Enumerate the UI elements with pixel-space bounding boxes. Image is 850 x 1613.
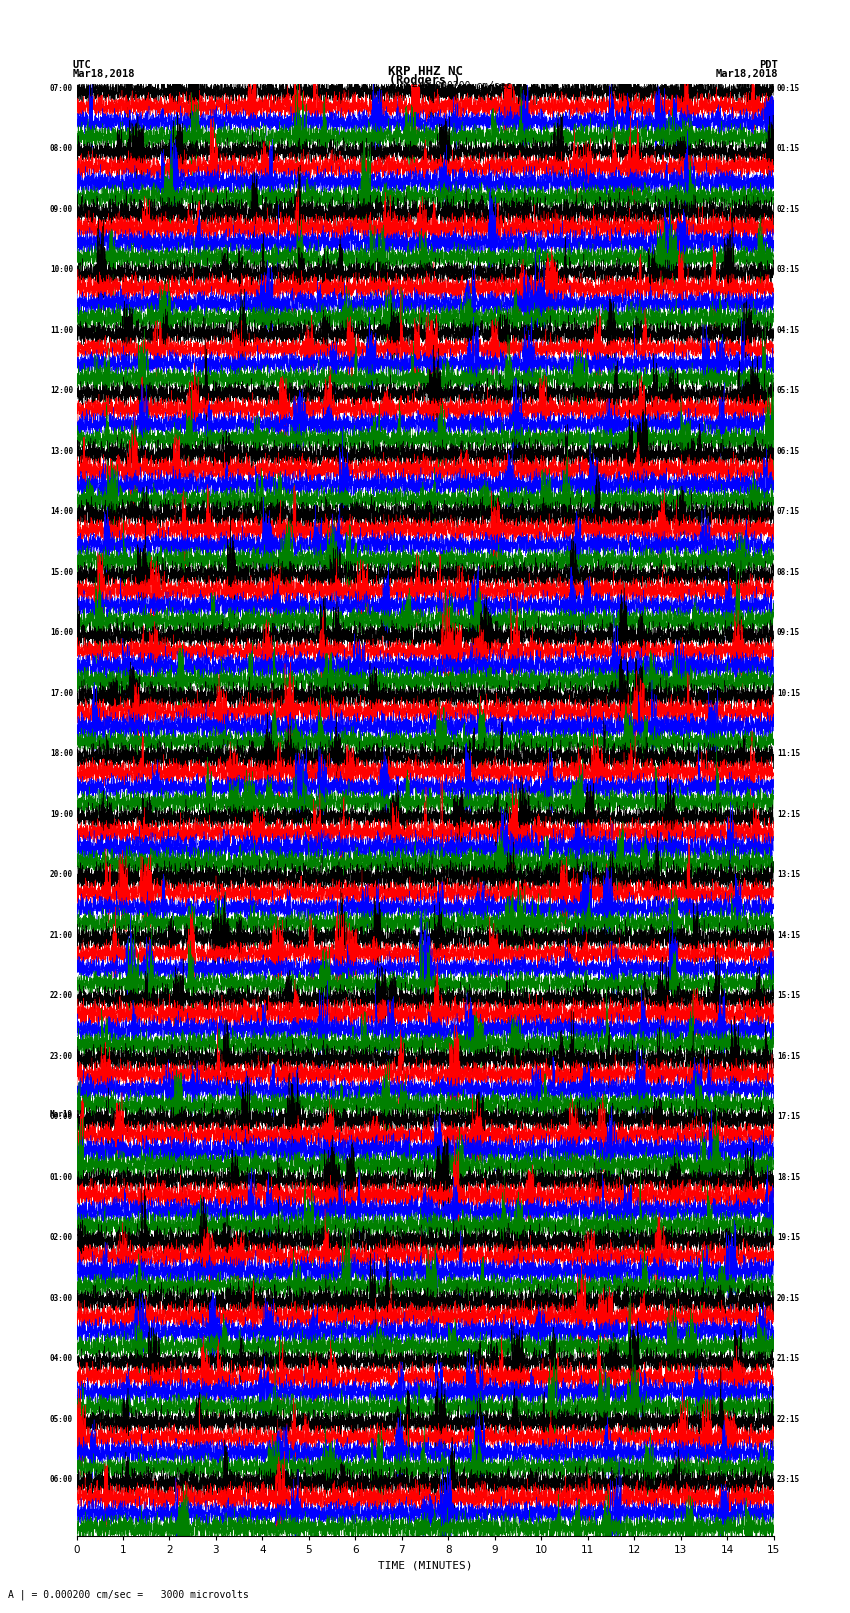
Text: 00:15: 00:15	[777, 84, 800, 94]
Text: 15:15: 15:15	[777, 990, 800, 1000]
Text: 12:15: 12:15	[777, 810, 800, 819]
Text: 17:00: 17:00	[50, 689, 73, 698]
Text: 07:15: 07:15	[777, 506, 800, 516]
Text: 11:00: 11:00	[50, 326, 73, 336]
Text: 16:15: 16:15	[777, 1052, 800, 1061]
X-axis label: TIME (MINUTES): TIME (MINUTES)	[377, 1560, 473, 1569]
Text: 14:00: 14:00	[50, 506, 73, 516]
Text: 23:15: 23:15	[777, 1474, 800, 1484]
Text: | = 0.000200 cm/sec: | = 0.000200 cm/sec	[400, 81, 511, 92]
Text: Mar19: Mar19	[50, 1110, 73, 1119]
Text: PDT: PDT	[759, 60, 778, 69]
Text: 01:00: 01:00	[50, 1173, 73, 1182]
Text: 22:00: 22:00	[50, 990, 73, 1000]
Text: (Rodgers ): (Rodgers )	[389, 74, 461, 87]
Text: 05:00: 05:00	[50, 1415, 73, 1424]
Text: 23:00: 23:00	[50, 1052, 73, 1061]
Text: 12:00: 12:00	[50, 387, 73, 395]
Text: 00:00: 00:00	[50, 1113, 73, 1121]
Text: 21:15: 21:15	[777, 1355, 800, 1363]
Text: 17:15: 17:15	[777, 1113, 800, 1121]
Text: 22:15: 22:15	[777, 1415, 800, 1424]
Text: 08:15: 08:15	[777, 568, 800, 577]
Text: 06:15: 06:15	[777, 447, 800, 456]
Text: 18:00: 18:00	[50, 748, 73, 758]
Text: 14:15: 14:15	[777, 931, 800, 940]
Text: 13:00: 13:00	[50, 447, 73, 456]
Text: 04:15: 04:15	[777, 326, 800, 336]
Text: 18:15: 18:15	[777, 1173, 800, 1182]
Text: 10:15: 10:15	[777, 689, 800, 698]
Text: UTC: UTC	[72, 60, 91, 69]
Text: 19:00: 19:00	[50, 810, 73, 819]
Text: 06:00: 06:00	[50, 1474, 73, 1484]
Text: Mar18,2018: Mar18,2018	[715, 69, 778, 79]
Text: 19:15: 19:15	[777, 1232, 800, 1242]
Text: 03:15: 03:15	[777, 266, 800, 274]
Text: 01:15: 01:15	[777, 145, 800, 153]
Text: 08:00: 08:00	[50, 145, 73, 153]
Text: 04:00: 04:00	[50, 1355, 73, 1363]
Text: 21:00: 21:00	[50, 931, 73, 940]
Text: 03:00: 03:00	[50, 1294, 73, 1303]
Text: 09:00: 09:00	[50, 205, 73, 215]
Text: 20:15: 20:15	[777, 1294, 800, 1303]
Text: 02:15: 02:15	[777, 205, 800, 215]
Text: 15:00: 15:00	[50, 568, 73, 577]
Text: A | = 0.000200 cm/sec =   3000 microvolts: A | = 0.000200 cm/sec = 3000 microvolts	[8, 1589, 249, 1600]
Text: 07:00: 07:00	[50, 84, 73, 94]
Text: 05:15: 05:15	[777, 387, 800, 395]
Text: Mar18,2018: Mar18,2018	[72, 69, 135, 79]
Text: 09:15: 09:15	[777, 629, 800, 637]
Text: KRP HHZ NC: KRP HHZ NC	[388, 65, 462, 77]
Text: 16:00: 16:00	[50, 629, 73, 637]
Text: 11:15: 11:15	[777, 748, 800, 758]
Text: 13:15: 13:15	[777, 871, 800, 879]
Text: 02:00: 02:00	[50, 1232, 73, 1242]
Text: 10:00: 10:00	[50, 266, 73, 274]
Text: 20:00: 20:00	[50, 871, 73, 879]
